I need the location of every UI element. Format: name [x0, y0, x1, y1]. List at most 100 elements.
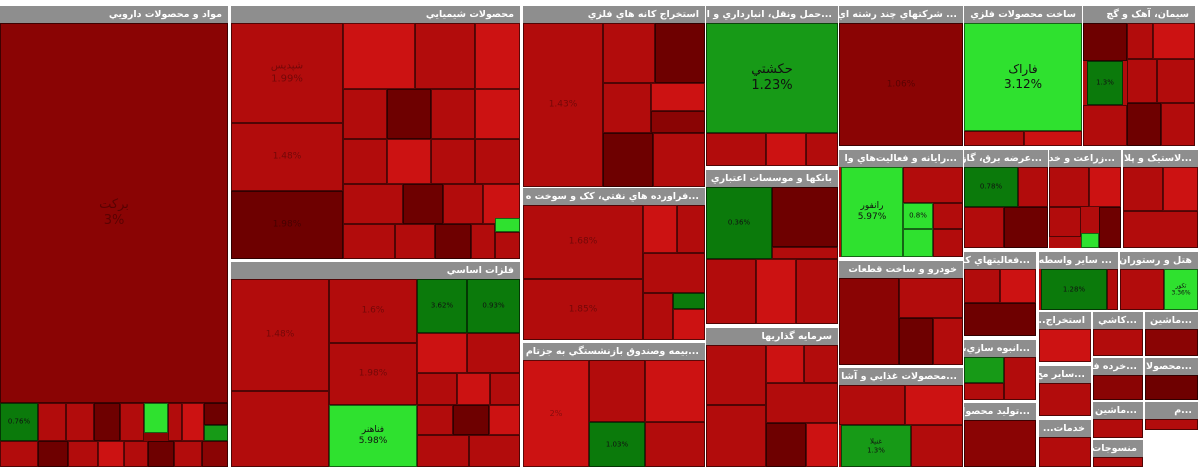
stock-tile[interactable] [490, 373, 520, 405]
stock-tile[interactable] [964, 383, 1004, 400]
stock-tile[interactable] [766, 383, 838, 423]
stock-tile[interactable] [489, 405, 520, 435]
stock-tile[interactable] [1000, 269, 1036, 303]
stock-tile[interactable] [796, 259, 838, 324]
stock-tile[interactable]: 1.98% [329, 343, 417, 405]
sector-title[interactable]: محصولات شيميايي [231, 6, 520, 23]
stock-tile[interactable] [1004, 207, 1048, 248]
stock-tile[interactable] [651, 111, 705, 133]
sector-title[interactable]: خودرو و ساخت قطعات [839, 261, 963, 278]
stock-tile[interactable] [651, 83, 705, 111]
stock-tile[interactable] [899, 318, 933, 365]
stock-tile[interactable]: 0.8% [903, 203, 933, 229]
sector-title[interactable]: استخراج کانه هاي فلزي [523, 6, 705, 23]
stock-tile[interactable] [0, 441, 38, 467]
sector-title[interactable]: خدمات... [1039, 420, 1091, 437]
stock-tile[interactable]: 1.03% [589, 422, 645, 467]
sector-insurance[interactable]: ...بيمه وصندوق بازنشستگي به جزتام 2% 1.03% [523, 343, 705, 467]
stock-tile[interactable] [1039, 437, 1091, 467]
stock-tile[interactable] [1093, 329, 1143, 356]
sector-cement[interactable]: سيمان، آهک و گچ 1.3% [1083, 6, 1195, 146]
sector-title[interactable]: سرمايه گذاريها [706, 328, 838, 345]
sector-title[interactable]: ...فراورده هاي نفتي، کک و سوخت ه [523, 188, 705, 205]
stock-tile[interactable] [673, 293, 705, 309]
stock-tile[interactable] [1153, 23, 1195, 59]
sector-title[interactable]: ...ماشين آ [1093, 402, 1143, 419]
stock-tile[interactable]: 1.85% [523, 279, 643, 340]
stock-tile[interactable] [1039, 329, 1091, 362]
stock-tile[interactable] [1127, 103, 1161, 146]
sector-build[interactable]: ...انبوه سازي، ا [964, 340, 1036, 400]
stock-tile[interactable] [174, 441, 202, 467]
stock-tile[interactable] [475, 23, 520, 89]
sector-chemical[interactable]: محصولات شيميايي شپدیس 1.99% 1.48% 1.98% [231, 6, 520, 259]
sector-title[interactable]: ...ساير مح [1039, 366, 1091, 383]
stock-tile[interactable] [417, 405, 453, 435]
sector-title[interactable]: ...بيمه وصندوق بازنشستگي به جزتام [523, 343, 705, 360]
stock-tile[interactable]: فناهنر 5.98% [329, 405, 417, 467]
stock-tile[interactable]: 1.28% [1041, 269, 1107, 310]
stock-tile[interactable] [124, 441, 148, 467]
stock-tile[interactable] [964, 131, 1024, 146]
sector-title[interactable]: ... شرکتهاي چند رشته اي [839, 6, 963, 23]
sector-title[interactable]: ...کاشي [1093, 312, 1143, 329]
stock-tile[interactable] [343, 89, 387, 139]
sector-title[interactable]: مواد و محصولات دارويي [0, 6, 228, 23]
sector-title[interactable]: ساخت محصولات فلزي [964, 6, 1082, 23]
stock-tile[interactable] [589, 360, 645, 422]
stock-tile[interactable] [403, 184, 443, 224]
stock-tile[interactable] [645, 422, 705, 467]
stock-tile[interactable] [706, 259, 756, 324]
stock-tile[interactable] [1120, 269, 1164, 310]
stock-tile[interactable] [483, 184, 520, 224]
stock-tile[interactable]: 0.78% [964, 167, 1018, 207]
sector-title[interactable]: ...توليد محصولا [964, 403, 1036, 420]
stock-tile[interactable] [772, 187, 838, 247]
stock-tile[interactable] [168, 403, 182, 441]
stock-tile[interactable]: 1.3% [1087, 61, 1123, 105]
stock-tile[interactable] [766, 423, 806, 467]
stock-tile[interactable] [964, 357, 1004, 383]
stock-tile[interactable] [38, 441, 68, 467]
stock-tile[interactable]: تکور 3.36% [1164, 269, 1198, 310]
sector-extract[interactable]: استخراج... [1039, 312, 1091, 362]
stock-tile[interactable] [1093, 419, 1143, 438]
stock-tile[interactable] [431, 89, 475, 139]
stock-tile[interactable] [68, 441, 98, 467]
stock-tile[interactable] [395, 224, 435, 259]
stock-tile[interactable] [98, 441, 124, 467]
stock-tile[interactable] [204, 425, 228, 441]
stock-tile[interactable]: 1.48% [231, 123, 343, 191]
sector-title[interactable]: ...م [1145, 402, 1198, 419]
sector-title[interactable]: ...لاستيک و پلا [1123, 150, 1198, 167]
stock-tile[interactable] [933, 318, 963, 365]
sector-title[interactable]: ...خرده فر [1093, 358, 1143, 375]
stock-tile[interactable] [417, 435, 469, 467]
stock-tile[interactable] [453, 405, 489, 435]
stock-tile[interactable] [469, 435, 520, 467]
stock-tile[interactable]: 0.76% [0, 403, 38, 441]
stock-tile[interactable] [415, 23, 475, 89]
stock-tile[interactable] [603, 23, 655, 83]
stock-tile[interactable] [655, 23, 705, 83]
sector-title[interactable]: هتل و رستوران [1120, 252, 1198, 269]
stock-tile[interactable]: رانفور 5.97% [841, 167, 903, 257]
stock-tile[interactable]: غنيلا 1.3% [841, 425, 911, 467]
stock-tile[interactable] [1145, 329, 1198, 356]
stock-tile[interactable] [964, 269, 1000, 303]
sector-misc1[interactable]: ...فعاليتهاي کم [964, 252, 1036, 336]
stock-tile[interactable] [603, 83, 651, 133]
stock-tile[interactable] [431, 139, 475, 184]
stock-tile[interactable]: 1.06% [839, 23, 963, 146]
sector-food[interactable]: ...محصولات غذايي و آشا غنيلا 1.3% [839, 368, 963, 467]
sector-products[interactable]: ...توليد محصولا [964, 403, 1036, 467]
sector-hotel[interactable]: هتل و رستوران تکور 3.36% [1120, 252, 1198, 310]
stock-tile[interactable] [899, 278, 963, 318]
stock-tile[interactable] [653, 133, 705, 187]
stock-tile[interactable] [766, 345, 804, 383]
sector-services[interactable]: خدمات... [1039, 420, 1091, 467]
stock-tile[interactable] [964, 303, 1036, 336]
stock-tile[interactable] [839, 385, 905, 425]
stock-tile[interactable] [387, 139, 431, 184]
stock-tile[interactable] [1093, 457, 1143, 467]
